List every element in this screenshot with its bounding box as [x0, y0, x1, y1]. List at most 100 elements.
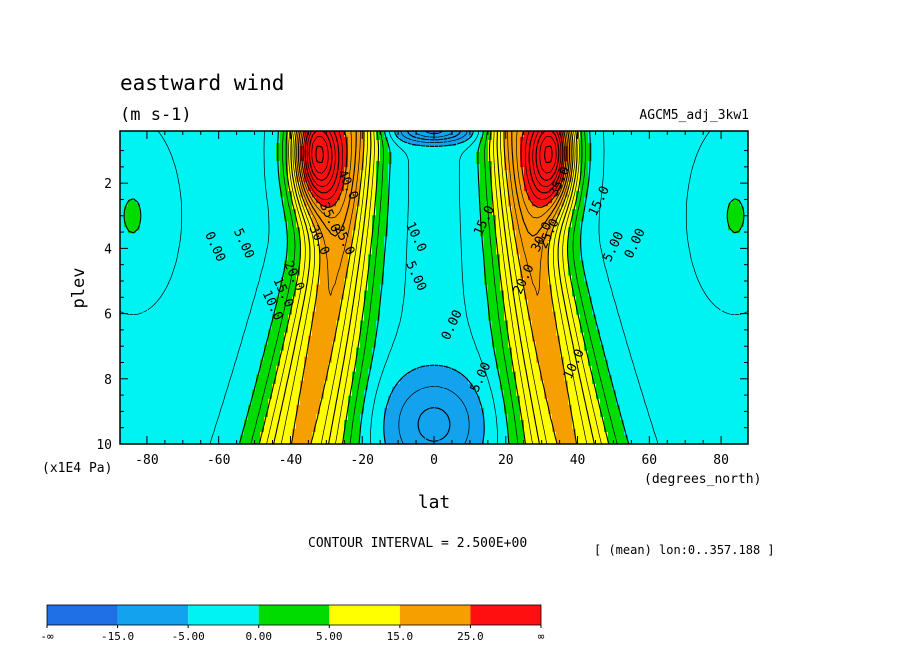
field-cell [448, 134, 453, 138]
field-cell [456, 131, 461, 135]
field-cell [348, 137, 353, 141]
field-cell [204, 146, 209, 150]
field-cell [680, 143, 685, 147]
field-cell [144, 134, 149, 138]
field-cell [536, 146, 541, 150]
field-cell [552, 146, 557, 150]
field-cell [284, 131, 289, 135]
field-cell [132, 137, 137, 141]
field-cell [148, 137, 153, 141]
field-cell [440, 143, 445, 147]
field-cell [224, 137, 229, 141]
field-cell [248, 146, 253, 150]
field-cell [324, 146, 329, 150]
field-cell [348, 143, 353, 147]
chart-units: (m s-1) [120, 105, 192, 125]
field-cell [580, 140, 585, 144]
field-cell [408, 146, 413, 150]
field-cell [432, 143, 437, 147]
field-cell [620, 134, 625, 138]
field-cell [356, 143, 361, 147]
field-cell [232, 149, 237, 153]
field-cell [200, 143, 205, 147]
field-cell [516, 131, 521, 135]
field-cell [520, 143, 525, 147]
field-cell [736, 134, 741, 138]
field-cell [656, 143, 661, 147]
field-cell [584, 134, 589, 138]
field-cell [512, 143, 517, 147]
field-cell [188, 137, 193, 141]
field-cell [224, 149, 229, 153]
field-cell [316, 146, 321, 150]
field-cell [408, 134, 413, 138]
field-cell [264, 149, 269, 153]
field-cell [496, 146, 501, 150]
field-cell [628, 146, 633, 150]
field-cell [628, 137, 633, 141]
field-cell [744, 140, 748, 144]
field-cell [288, 146, 293, 150]
field-cell [696, 140, 701, 144]
field-cell [692, 143, 697, 147]
field-cell [584, 146, 589, 150]
field-cell [220, 134, 225, 138]
field-cell [140, 137, 145, 141]
field-cell [292, 143, 297, 147]
field-cell [656, 146, 661, 150]
field-cell [696, 134, 701, 138]
field-cell [736, 146, 741, 150]
field-cell [520, 140, 525, 144]
field-cell [484, 143, 489, 147]
field-cell [356, 134, 361, 138]
field-cell [620, 140, 625, 144]
field-cell [632, 137, 637, 141]
field-cell [272, 134, 277, 138]
field-cell [668, 146, 673, 150]
field-cell [236, 134, 241, 138]
field-cell [292, 146, 297, 150]
field-cell [512, 134, 517, 138]
field-cell [208, 137, 213, 141]
field-cell [644, 134, 649, 138]
field-cell [228, 143, 233, 147]
field-cell [172, 131, 177, 135]
field-cell [204, 143, 209, 147]
field-cell [476, 140, 481, 144]
field-cell [600, 140, 605, 144]
field-cell [688, 137, 693, 141]
field-cell [724, 140, 729, 144]
field-cell [688, 131, 693, 135]
field-cell [648, 131, 653, 135]
field-cell [240, 134, 245, 138]
field-cell [320, 143, 325, 147]
field-cell [664, 140, 669, 144]
field-cell [636, 146, 641, 150]
field-cell [400, 143, 405, 147]
field-cell [688, 134, 693, 138]
field-cell [240, 149, 245, 153]
field-cell [196, 134, 201, 138]
field-cell [740, 143, 745, 147]
field-cell [144, 140, 149, 144]
field-cell [472, 140, 477, 144]
field-cell [140, 140, 145, 144]
field-cell [292, 140, 297, 144]
field-cell [272, 131, 277, 135]
field-cell [256, 131, 261, 135]
field-cell [712, 131, 717, 135]
field-cell [424, 131, 429, 135]
field-cell [656, 137, 661, 141]
field-cell [176, 131, 181, 135]
field-cell [420, 143, 425, 147]
field-cell [204, 149, 209, 153]
field-cell [712, 134, 717, 138]
field-cell [608, 131, 613, 135]
field-cell [648, 134, 653, 138]
field-cell [592, 134, 597, 138]
field-cell [404, 146, 409, 150]
field-cell [672, 143, 677, 147]
field-cell [448, 137, 453, 141]
field-cell [484, 140, 489, 144]
field-cell [620, 146, 625, 150]
